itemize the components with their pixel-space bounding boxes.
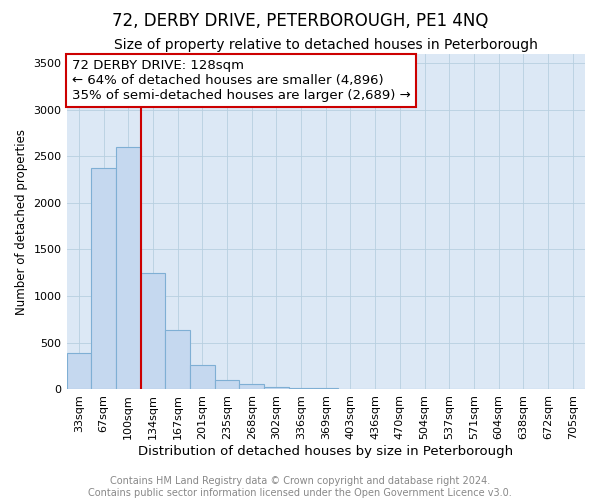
Title: Size of property relative to detached houses in Peterborough: Size of property relative to detached ho… xyxy=(114,38,538,52)
Text: 72 DERBY DRIVE: 128sqm
← 64% of detached houses are smaller (4,896)
35% of semi-: 72 DERBY DRIVE: 128sqm ← 64% of detached… xyxy=(72,59,410,102)
Bar xyxy=(313,388,338,389)
Bar xyxy=(91,168,116,389)
Y-axis label: Number of detached properties: Number of detached properties xyxy=(15,128,28,314)
Bar xyxy=(215,380,239,389)
Bar xyxy=(165,330,190,389)
Text: Contains HM Land Registry data © Crown copyright and database right 2024.
Contai: Contains HM Land Registry data © Crown c… xyxy=(88,476,512,498)
Bar xyxy=(67,353,91,389)
Bar xyxy=(140,273,165,389)
Bar xyxy=(190,366,215,389)
Bar xyxy=(289,388,313,389)
Bar xyxy=(116,147,140,389)
Bar xyxy=(239,384,264,389)
Bar xyxy=(264,387,289,389)
Text: 72, DERBY DRIVE, PETERBOROUGH, PE1 4NQ: 72, DERBY DRIVE, PETERBOROUGH, PE1 4NQ xyxy=(112,12,488,30)
X-axis label: Distribution of detached houses by size in Peterborough: Distribution of detached houses by size … xyxy=(138,444,514,458)
